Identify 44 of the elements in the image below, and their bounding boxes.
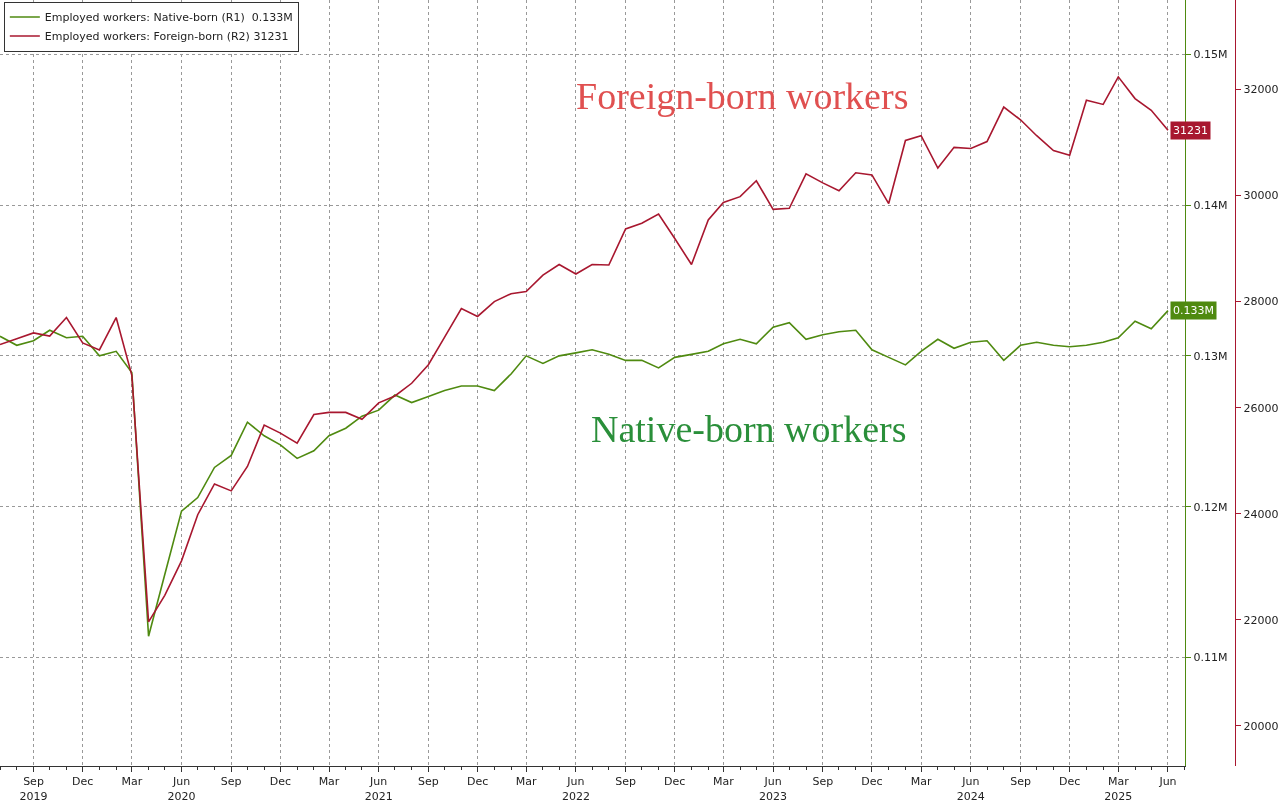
x-tick-label: Dec xyxy=(466,775,489,789)
line-series xyxy=(0,76,1169,623)
x-tick-label: Dec xyxy=(72,775,94,789)
annotation: Foreign-born workers xyxy=(576,75,909,117)
x-tick-label: Dec xyxy=(269,775,292,789)
x-tick-label: Dec xyxy=(664,775,686,789)
y-tick-label: 0.12M xyxy=(1193,500,1228,514)
data-label: 31231 xyxy=(1173,124,1208,137)
x-tick-label: Mar xyxy=(910,775,932,789)
x-tick-label: Mar xyxy=(121,775,143,789)
x-tick-label: Jun 2023 xyxy=(759,775,788,803)
y2-tick-label: 30000 xyxy=(1243,189,1279,203)
x-tick-label: Sep xyxy=(1010,775,1031,789)
x-tick-label: Jun 2020 xyxy=(167,775,196,803)
y2-tick-label: 24000 xyxy=(1243,507,1279,521)
y-tick-label: 0.14M xyxy=(1193,198,1228,212)
y2-tick-label: 26000 xyxy=(1243,401,1279,415)
x-tick-label: Jun 2024 xyxy=(956,775,985,803)
y2-tick-label: 22000 xyxy=(1243,613,1279,627)
line-series xyxy=(0,309,1169,638)
x-tick-label: Dec xyxy=(861,775,883,789)
y2-tick-label: 32000 xyxy=(1243,83,1279,97)
annotation: Native-born workers xyxy=(591,408,907,450)
legend-label: Employed workers: Native-born (R1) 0.133M xyxy=(44,11,293,25)
legend-label: Employed workers: Foreign-born (R2) 31231 xyxy=(44,30,289,44)
x-tick-label: Sep xyxy=(220,775,242,789)
y-tick-label: 0.15M xyxy=(1193,48,1228,62)
x-tick-label: Sep xyxy=(418,775,439,789)
x-tick-label: Sep 2019 xyxy=(19,775,48,803)
x-tick-label: Sep xyxy=(812,775,834,789)
y2-tick-label: 20000 xyxy=(1243,719,1279,733)
x-tick-label: Dec xyxy=(1059,775,1081,789)
x-tick-label: Jun 2022 xyxy=(561,775,590,803)
x-tick-label: Mar xyxy=(515,775,538,789)
y2-tick-label: 28000 xyxy=(1243,295,1279,309)
x-tick-label: Mar xyxy=(713,775,735,789)
x-tick-label: Jun 2021 xyxy=(364,775,393,803)
y-tick-label: 0.11M xyxy=(1193,651,1228,665)
data-label: 0.133M xyxy=(1173,304,1214,317)
x-tick-label: Jun xyxy=(1158,775,1177,789)
x-tick-label: Sep xyxy=(615,775,636,789)
x-tick-label: Mar xyxy=(318,775,340,789)
x-tick-label: Mar 2025 xyxy=(1104,775,1133,803)
y-tick-label: 0.13M xyxy=(1193,349,1228,363)
